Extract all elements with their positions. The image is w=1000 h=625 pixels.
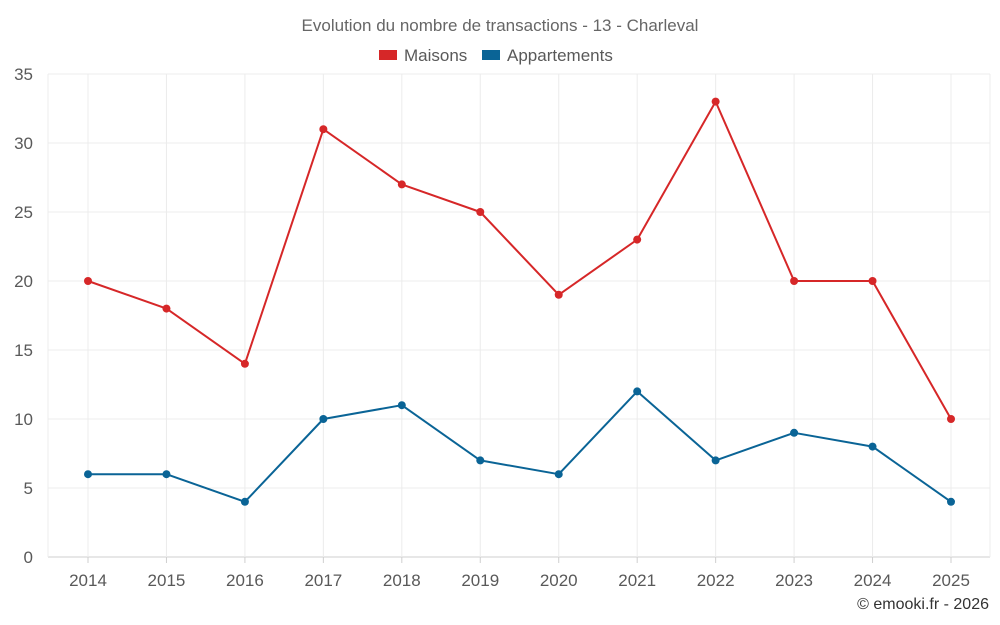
x-axis: 2014 2015 2016 2017 2018 2019 2020 2021 2022 2023… xyxy=(69,557,970,590)
y-axis: 0 5 10 15 20 25 30 35 xyxy=(14,65,33,567)
data-point-appartements[interactable] xyxy=(633,387,642,396)
legend-swatch-maisons xyxy=(379,50,397,60)
y-tick-label: 5 xyxy=(24,479,33,498)
x-tick-label: 2019 xyxy=(461,571,499,590)
x-tick-label: 2025 xyxy=(932,571,970,590)
x-tick-label: 2015 xyxy=(148,571,186,590)
legend: Maisons Appartements xyxy=(379,46,613,65)
data-point-maisons[interactable] xyxy=(554,290,563,299)
data-point-maisons[interactable] xyxy=(947,415,955,423)
y-tick-label: 35 xyxy=(14,65,33,84)
legend-item-maisons[interactable]: Maisons xyxy=(379,46,467,65)
data-point-maisons[interactable] xyxy=(162,304,171,313)
legend-label-appartements: Appartements xyxy=(507,46,613,65)
data-point-appartements[interactable] xyxy=(84,470,92,479)
data-point-appartements[interactable] xyxy=(868,442,877,451)
series-line-maisons xyxy=(87,100,952,420)
data-point-appartements[interactable] xyxy=(790,428,799,437)
gridlines xyxy=(47,73,991,558)
data-point-appartements[interactable] xyxy=(554,470,563,479)
data-point-maisons[interactable] xyxy=(633,235,642,244)
legend-swatch-appartements xyxy=(482,50,500,60)
legend-item-appartements[interactable]: Appartements xyxy=(482,46,613,65)
data-point-maisons[interactable] xyxy=(84,277,92,285)
data-point-maisons[interactable] xyxy=(790,277,799,285)
x-tick-label: 2020 xyxy=(540,571,578,590)
chart-title: Evolution du nombre de transactions - 13… xyxy=(302,16,699,35)
data-point-appartements[interactable] xyxy=(240,497,249,506)
data-point-appartements[interactable] xyxy=(319,415,328,423)
x-tick-label: 2024 xyxy=(854,571,892,590)
x-tick-label: 2022 xyxy=(697,571,735,590)
data-point-appartements[interactable] xyxy=(947,497,955,506)
x-tick-label: 2018 xyxy=(383,571,421,590)
x-tick-label: 2014 xyxy=(69,571,107,590)
data-point-appartements[interactable] xyxy=(162,470,171,479)
data-point-appartements[interactable] xyxy=(397,401,406,410)
y-tick-label: 15 xyxy=(14,341,33,360)
data-point-maisons[interactable] xyxy=(476,208,485,216)
y-tick-label: 20 xyxy=(14,272,33,291)
data-point-appartements[interactable] xyxy=(476,456,485,465)
data-point-maisons[interactable] xyxy=(868,277,877,285)
data-point-maisons[interactable] xyxy=(319,125,328,134)
x-tick-label: 2021 xyxy=(618,571,656,590)
data-point-maisons[interactable] xyxy=(711,97,720,106)
legend-label-maisons: Maisons xyxy=(404,46,467,65)
x-tick-label: 2023 xyxy=(775,571,813,590)
series-line-appartements xyxy=(88,390,952,503)
data-point-appartements[interactable] xyxy=(711,456,720,465)
x-tick-label: 2016 xyxy=(226,571,264,590)
credit-text: © emooki.fr - 2026 xyxy=(857,596,989,613)
y-tick-label: 0 xyxy=(24,548,33,567)
x-tick-label: 2017 xyxy=(304,571,342,590)
series-group xyxy=(84,97,955,506)
y-tick-label: 30 xyxy=(14,134,33,153)
y-tick-label: 10 xyxy=(14,410,33,429)
data-point-maisons[interactable] xyxy=(397,180,406,189)
data-point-maisons[interactable] xyxy=(240,359,249,368)
y-tick-label: 25 xyxy=(14,203,33,222)
